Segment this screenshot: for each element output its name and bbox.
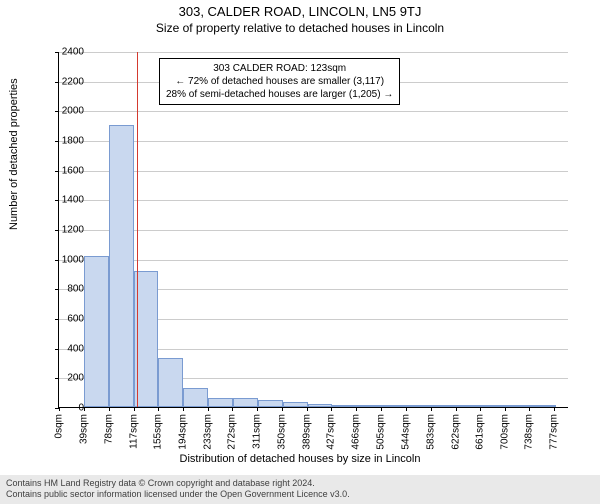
x-tick-mark [356, 407, 357, 411]
histogram-bar [158, 358, 183, 407]
x-tick-mark [480, 407, 481, 411]
x-tick-mark [431, 407, 432, 411]
x-tick-label: 117sqm [128, 414, 139, 449]
annotation-line: ← 72% of detached houses are smaller (3,… [166, 75, 393, 88]
y-tick-label: 1000 [44, 254, 84, 265]
y-tick-label: 2000 [44, 106, 84, 117]
reference-line [137, 52, 138, 407]
histogram-bar [308, 404, 333, 407]
x-tick-label: 544sqm [400, 414, 411, 450]
histogram-bar [109, 125, 134, 407]
histogram-bar [432, 405, 457, 407]
gridline [59, 171, 568, 172]
x-tick-label: 505sqm [375, 414, 386, 450]
plot-area: 0sqm39sqm78sqm117sqm155sqm194sqm233sqm27… [58, 52, 568, 408]
gridline [59, 200, 568, 201]
x-tick-label: 155sqm [152, 414, 163, 450]
histogram-bar [84, 256, 109, 407]
x-tick-label: 350sqm [277, 414, 288, 450]
x-axis-title: Distribution of detached houses by size … [0, 453, 600, 465]
gridline [59, 230, 568, 231]
y-tick-label: 1600 [44, 165, 84, 176]
x-tick-label: 39sqm [78, 414, 89, 444]
y-tick-label: 1800 [44, 136, 84, 147]
page-title: 303, CALDER ROAD, LINCOLN, LN5 9TJ [0, 4, 600, 19]
x-tick-label: 233sqm [202, 414, 213, 450]
x-tick-mark [84, 407, 85, 411]
x-tick-mark [109, 407, 110, 411]
x-tick-label: 272sqm [227, 414, 238, 450]
y-tick-label: 2200 [44, 76, 84, 87]
y-tick-label: 600 [44, 314, 84, 325]
annotation-box: 303 CALDER ROAD: 123sqm← 72% of detached… [159, 58, 400, 105]
histogram-bar [233, 398, 258, 407]
x-tick-mark [134, 407, 135, 411]
x-tick-mark [505, 407, 506, 411]
annotation-line: 303 CALDER ROAD: 123sqm [166, 62, 393, 75]
y-tick-label: 800 [44, 284, 84, 295]
x-tick-mark [406, 407, 407, 411]
x-tick-mark [208, 407, 209, 411]
gridline [59, 52, 568, 53]
histogram-bar [531, 405, 556, 407]
histogram-bar [482, 405, 507, 407]
attribution-line-2: Contains public sector information licen… [6, 489, 594, 500]
x-tick-mark [307, 407, 308, 411]
histogram-bar [183, 388, 208, 407]
histogram-bar [283, 402, 308, 407]
x-tick-label: 661sqm [475, 414, 486, 450]
x-tick-label: 0sqm [54, 414, 65, 438]
y-tick-label: 200 [44, 373, 84, 384]
gridline [59, 111, 568, 112]
histogram-chart: 0sqm39sqm78sqm117sqm155sqm194sqm233sqm27… [58, 52, 568, 408]
x-tick-label: 389sqm [301, 414, 312, 450]
y-tick-label: 1400 [44, 195, 84, 206]
x-tick-label: 738sqm [524, 414, 535, 450]
x-tick-mark [232, 407, 233, 411]
x-tick-mark [158, 407, 159, 411]
histogram-bar [357, 405, 382, 407]
y-tick-label: 2400 [44, 47, 84, 58]
y-tick-label: 1200 [44, 225, 84, 236]
x-tick-mark [554, 407, 555, 411]
x-tick-mark [282, 407, 283, 411]
histogram-bar [258, 400, 283, 407]
x-tick-mark [331, 407, 332, 411]
y-tick-label: 0 [44, 403, 84, 414]
x-tick-label: 583sqm [425, 414, 436, 450]
gridline [59, 141, 568, 142]
histogram-bar [457, 405, 482, 407]
x-tick-label: 466sqm [351, 414, 362, 450]
attribution-line-1: Contains HM Land Registry data © Crown c… [6, 478, 594, 489]
page-subtitle: Size of property relative to detached ho… [0, 21, 600, 35]
x-tick-label: 427sqm [326, 414, 337, 450]
histogram-bar [507, 405, 532, 407]
y-tick-label: 400 [44, 343, 84, 354]
histogram-bar [332, 405, 357, 407]
y-axis-title: Number of detached properties [8, 78, 20, 230]
x-tick-label: 777sqm [549, 414, 560, 450]
x-tick-mark [257, 407, 258, 411]
x-tick-mark [529, 407, 530, 411]
x-tick-label: 78sqm [103, 414, 114, 444]
gridline [59, 260, 568, 261]
x-tick-label: 622sqm [450, 414, 461, 450]
x-tick-label: 194sqm [177, 414, 188, 450]
histogram-bar [382, 405, 407, 407]
histogram-bar [208, 398, 233, 407]
x-tick-label: 700sqm [500, 414, 511, 450]
x-tick-mark [456, 407, 457, 411]
x-tick-label: 311sqm [252, 414, 263, 449]
histogram-bar [407, 405, 432, 407]
x-tick-mark [381, 407, 382, 411]
x-tick-mark [183, 407, 184, 411]
annotation-line: 28% of semi-detached houses are larger (… [166, 88, 393, 101]
